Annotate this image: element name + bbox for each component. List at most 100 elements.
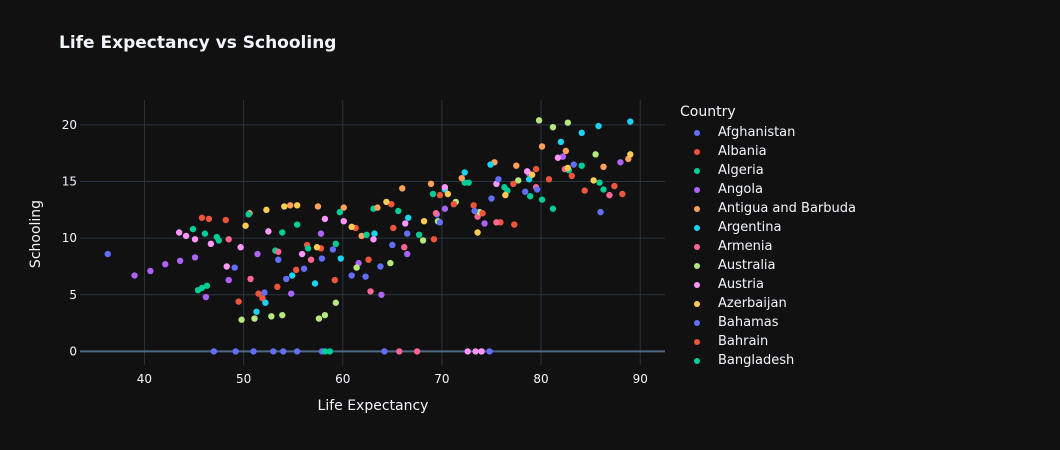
data-point[interactable] xyxy=(304,245,312,252)
data-point[interactable] xyxy=(251,315,258,322)
data-point[interactable] xyxy=(611,182,618,190)
data-point[interactable] xyxy=(223,263,230,270)
data-point[interactable] xyxy=(549,123,557,131)
data-point[interactable] xyxy=(383,198,390,206)
data-point[interactable] xyxy=(215,237,223,244)
data-point[interactable] xyxy=(523,168,531,175)
data-point[interactable] xyxy=(147,267,154,275)
data-point[interactable] xyxy=(578,129,585,137)
data-point[interactable] xyxy=(210,348,218,355)
data-point[interactable] xyxy=(348,272,355,279)
data-point[interactable] xyxy=(242,222,249,229)
data-point[interactable] xyxy=(176,257,184,265)
data-point[interactable] xyxy=(262,299,269,306)
data-point[interactable] xyxy=(332,240,340,248)
data-point[interactable] xyxy=(162,261,169,268)
data-point[interactable] xyxy=(370,236,377,243)
data-point[interactable] xyxy=(461,169,468,176)
data-point[interactable] xyxy=(314,203,322,210)
data-point[interactable] xyxy=(374,204,381,211)
data-point[interactable] xyxy=(557,138,565,146)
data-point[interactable] xyxy=(427,180,435,188)
data-point[interactable] xyxy=(245,211,252,218)
data-point[interactable] xyxy=(396,348,403,355)
data-point[interactable] xyxy=(265,228,272,235)
data-point[interactable] xyxy=(419,237,427,244)
data-point[interactable] xyxy=(205,215,213,223)
data-point[interactable] xyxy=(450,200,458,208)
legend-item[interactable]: Algeria xyxy=(680,161,856,180)
data-point[interactable] xyxy=(495,176,502,183)
data-point[interactable] xyxy=(432,210,440,217)
data-point[interactable] xyxy=(293,202,301,209)
data-point[interactable] xyxy=(592,151,599,158)
data-point[interactable] xyxy=(526,193,534,200)
data-point[interactable] xyxy=(353,264,360,271)
data-point[interactable] xyxy=(362,273,369,280)
data-point[interactable] xyxy=(270,348,277,355)
data-point[interactable] xyxy=(479,210,486,217)
data-point[interactable] xyxy=(501,184,508,191)
data-point[interactable] xyxy=(596,179,603,186)
data-point[interactable] xyxy=(532,165,540,173)
data-point[interactable] xyxy=(340,217,347,225)
data-point[interactable] xyxy=(203,282,211,289)
data-point[interactable] xyxy=(404,250,411,258)
data-point[interactable] xyxy=(225,276,232,284)
data-point[interactable] xyxy=(279,229,286,236)
data-point[interactable] xyxy=(287,202,294,209)
data-point[interactable] xyxy=(388,200,395,208)
data-point[interactable] xyxy=(429,190,437,198)
data-point[interactable] xyxy=(402,220,409,227)
data-point[interactable] xyxy=(404,230,411,237)
data-point[interactable] xyxy=(472,348,479,355)
data-point[interactable] xyxy=(606,191,613,199)
data-point[interactable] xyxy=(235,298,242,305)
legend-item[interactable]: Bahrain xyxy=(680,332,856,351)
data-point[interactable] xyxy=(525,176,533,183)
data-point[interactable] xyxy=(619,190,626,198)
data-point[interactable] xyxy=(415,231,423,238)
data-point[interactable] xyxy=(413,348,421,355)
data-point[interactable] xyxy=(387,259,394,267)
data-point[interactable] xyxy=(222,216,229,224)
data-point[interactable] xyxy=(562,147,570,155)
data-point[interactable] xyxy=(280,348,287,355)
data-point[interactable] xyxy=(259,294,266,302)
data-point[interactable] xyxy=(293,221,301,228)
data-point[interactable] xyxy=(300,265,308,272)
data-point[interactable] xyxy=(283,275,290,283)
data-point[interactable] xyxy=(104,250,111,258)
data-point[interactable] xyxy=(318,255,326,262)
data-point[interactable] xyxy=(367,288,374,295)
data-point[interactable] xyxy=(321,311,329,319)
data-point[interactable] xyxy=(502,191,509,199)
data-point[interactable] xyxy=(627,151,634,158)
data-point[interactable] xyxy=(315,315,323,322)
data-point[interactable] xyxy=(311,280,319,287)
data-point[interactable] xyxy=(237,244,244,251)
data-point[interactable] xyxy=(493,219,500,226)
data-point[interactable] xyxy=(201,230,209,237)
data-point[interactable] xyxy=(377,263,384,270)
data-point[interactable] xyxy=(348,223,355,231)
data-point[interactable] xyxy=(597,208,604,216)
data-point[interactable] xyxy=(545,176,553,183)
data-point[interactable] xyxy=(465,179,472,186)
data-point[interactable] xyxy=(481,220,488,227)
legend-item[interactable]: Albania xyxy=(680,142,856,161)
data-point[interactable] xyxy=(395,207,402,215)
legend-item[interactable]: Afghanistan xyxy=(680,123,856,142)
data-point[interactable] xyxy=(478,348,485,355)
data-point[interactable] xyxy=(600,186,607,193)
data-point[interactable] xyxy=(578,162,585,169)
legend-item[interactable]: Bahamas xyxy=(680,313,856,332)
data-point[interactable] xyxy=(175,229,183,236)
data-point[interactable] xyxy=(225,236,232,243)
data-point[interactable] xyxy=(441,184,449,191)
data-point[interactable] xyxy=(281,203,288,210)
data-point[interactable] xyxy=(292,266,300,274)
data-point[interactable] xyxy=(331,276,339,284)
data-point[interactable] xyxy=(254,250,261,258)
data-point[interactable] xyxy=(470,202,477,209)
